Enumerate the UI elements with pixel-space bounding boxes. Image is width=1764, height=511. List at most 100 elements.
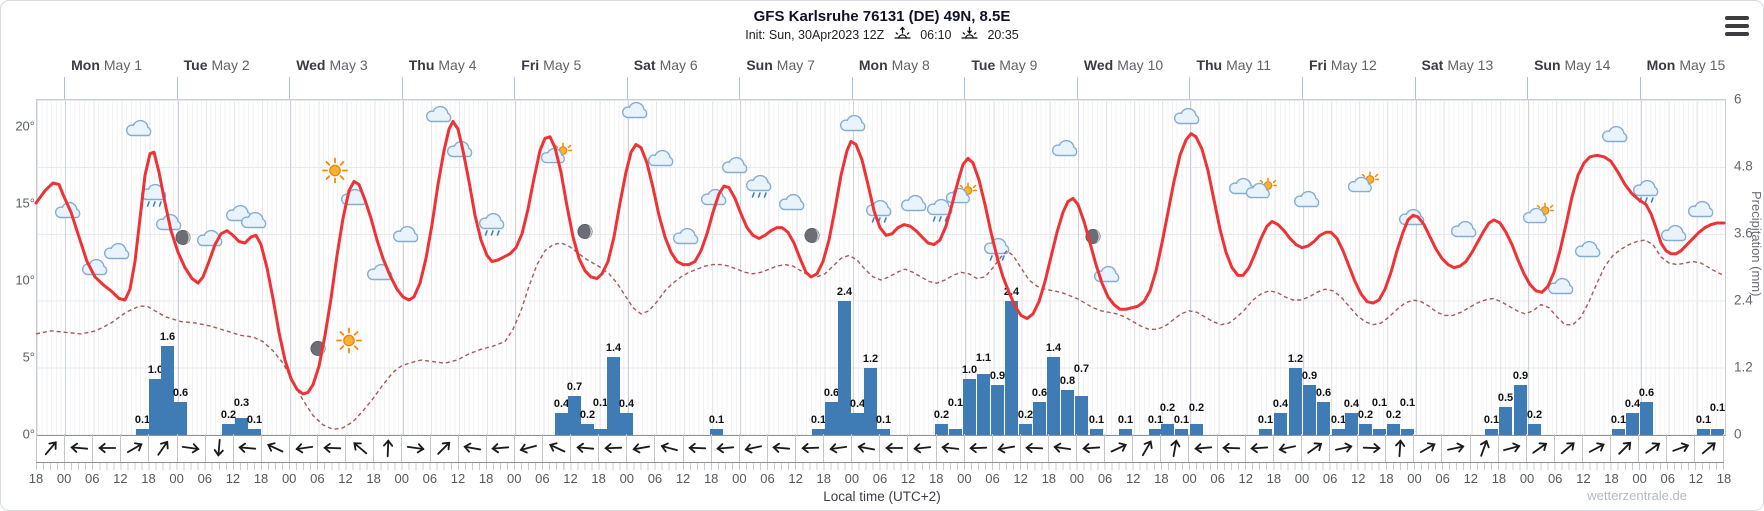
wind-arrow-cell xyxy=(1611,434,1640,462)
time-tick-label: 00 xyxy=(1182,471,1197,486)
day-label: Mon May 15 xyxy=(1646,57,1726,73)
day-label: Wed May 3 xyxy=(296,57,368,73)
wind-arrow-cell xyxy=(1049,434,1078,462)
wind-arrow-icon xyxy=(182,443,200,454)
cloud-icon xyxy=(1294,190,1320,208)
wind-arrow-cell xyxy=(1021,434,1049,462)
day-boundary-tick xyxy=(176,77,178,99)
precip-axis-tick: 2.4 xyxy=(1734,292,1753,308)
precip-axis-tick: 1.2 xyxy=(1734,359,1753,375)
precip-value-label: 0.1 xyxy=(708,414,725,427)
time-tick-label: 00 xyxy=(56,471,72,486)
precip-bar xyxy=(581,423,594,435)
time-tick-label: 12 xyxy=(1688,471,1704,486)
wind-arrow-cell xyxy=(1274,434,1302,462)
precip-value-label: 0.1 xyxy=(1399,396,1416,409)
cloud-icon xyxy=(670,226,702,255)
wind-arrow-icon xyxy=(744,443,763,454)
temperature-dewpoint-curves xyxy=(34,119,1726,431)
wind-arrow-cell xyxy=(1555,434,1584,462)
precip-value-label: 1.6 xyxy=(159,330,176,343)
sun-behind-cloud-icon xyxy=(1245,177,1278,199)
wind-arrow-cell xyxy=(852,434,881,462)
precip-value-label: 0.2 xyxy=(1526,408,1543,421)
time-tick-label: 00 xyxy=(1519,471,1535,486)
cloud-icon xyxy=(426,105,452,123)
cloud-icon xyxy=(1451,220,1477,238)
precip-value-label: 0.2 xyxy=(1159,402,1176,415)
wind-arrow-icon xyxy=(1672,442,1690,453)
precip-bar xyxy=(1612,429,1625,435)
wind-arrow-icon xyxy=(1419,442,1436,454)
wind-arrow-cell xyxy=(1246,434,1274,462)
day-boundary-tick xyxy=(851,77,853,99)
wind-arrow-icon xyxy=(1503,442,1521,453)
rain-cloud-icon xyxy=(479,212,505,236)
time-tick-label: 18 xyxy=(929,471,944,486)
precip-bar xyxy=(991,384,1004,435)
suncloud-icon xyxy=(1243,177,1278,209)
precip-value-label: 0.1 xyxy=(246,414,263,427)
time-tick-label: 12 xyxy=(1013,471,1028,486)
wind-arrow-cell xyxy=(178,434,206,462)
precip-bar xyxy=(1345,412,1358,435)
wind-arrow-cell xyxy=(740,434,768,462)
wind-arrow-icon xyxy=(97,442,116,454)
wind-arrow-cell xyxy=(824,434,853,462)
day-gridline xyxy=(177,100,179,435)
cloud-icon xyxy=(1448,219,1480,248)
precip-axis-title: Precipitation (mm) xyxy=(1749,191,1764,297)
cloud-icon xyxy=(1602,125,1628,143)
day-label: Fri May 5 xyxy=(521,57,582,73)
chart-title: GFS Karlsruhe 76131 (DE) 49N, 8.5E xyxy=(753,8,1011,25)
wind-arrow-cell xyxy=(1583,434,1612,462)
precip-value-label: 0.2 xyxy=(220,408,237,421)
precip-value-label: 0.2 xyxy=(1357,408,1374,421)
precip-axis-tick: 4.8 xyxy=(1734,158,1753,174)
precip-bar xyxy=(1711,429,1724,435)
precip-bar xyxy=(136,429,149,435)
sun-behind-cloud-icon xyxy=(1522,202,1555,224)
precip-value-label: 0.4 xyxy=(1272,397,1289,410)
cloud-icon xyxy=(840,114,866,132)
rain-cloud-icon xyxy=(746,174,772,198)
wind-arrow-cell xyxy=(1499,434,1527,462)
wind-arrow-cell xyxy=(599,434,628,462)
wind-arrow-icon xyxy=(688,442,707,453)
temp-axis-tick: 20° xyxy=(15,118,35,134)
cloud-icon xyxy=(444,139,476,168)
wind-arrow-icon xyxy=(660,442,678,453)
cloud-icon xyxy=(1599,124,1631,153)
precip-value-label: 0.5 xyxy=(1497,392,1514,405)
hamburger-menu-icon[interactable] xyxy=(1725,16,1749,36)
sun-behind-cloud-icon xyxy=(945,182,978,204)
day-gridline xyxy=(1528,100,1530,435)
cloud-icon xyxy=(837,113,869,142)
precip-value-label: 0.1 xyxy=(875,414,892,427)
time-tick-label: 12 xyxy=(900,471,916,486)
sun-icon xyxy=(336,327,362,359)
precip-value-label: 0.2 xyxy=(1017,408,1034,421)
cloud-icon xyxy=(1688,200,1714,218)
cloud-icon xyxy=(619,100,651,129)
wind-arrow-icon xyxy=(491,443,510,454)
wind-arrow-cell xyxy=(627,434,656,462)
wind-arrow-icon xyxy=(1025,442,1044,453)
wind-arrow-icon xyxy=(294,443,313,454)
wind-arrow-cell xyxy=(290,434,319,462)
time-tick-label: 06 xyxy=(1547,471,1563,486)
precip-bar xyxy=(161,345,174,435)
precip-value-label: 0.3 xyxy=(233,396,250,409)
time-tick-label: 06 xyxy=(310,471,325,486)
wind-arrow-icon xyxy=(437,441,451,455)
precip-bar xyxy=(864,368,877,435)
precip-bar xyxy=(977,373,990,435)
day-label: Mon May 8 xyxy=(858,57,930,73)
wind-arrow-icon xyxy=(1053,442,1072,453)
wind-arrow-icon xyxy=(1334,442,1353,453)
wind-arrow-icon xyxy=(267,442,284,453)
wind-arrow-cell xyxy=(965,434,993,462)
precip-value-label: 0.4 xyxy=(1343,397,1360,410)
init-label: Init: Sun, 30Apr2023 12Z xyxy=(745,27,885,42)
